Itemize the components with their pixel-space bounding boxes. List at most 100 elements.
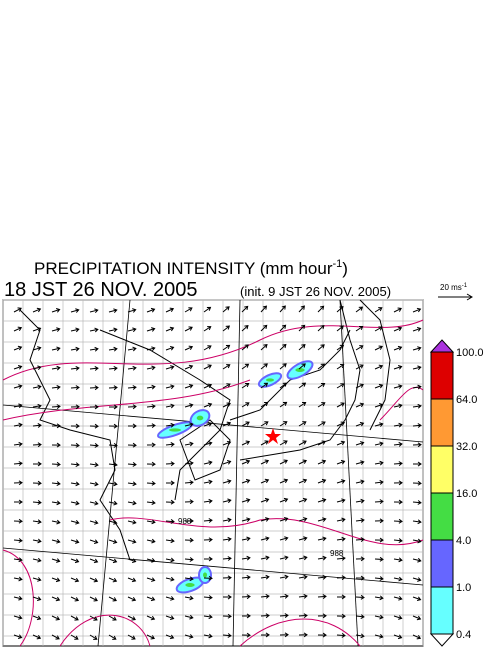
wind-arrow — [412, 384, 422, 390]
coast-path — [359, 299, 391, 431]
wind-arrow — [165, 422, 175, 428]
wind-arrow — [184, 441, 194, 447]
map: 988 988 — [2, 299, 424, 647]
contour — [109, 517, 424, 546]
pressure-contours — [2, 319, 424, 647]
title: PRECIPITATION INTENSITY (mm hour-1) — [34, 258, 348, 278]
wind-arrow — [317, 536, 327, 542]
wind-arrow — [336, 594, 346, 600]
rain-core — [295, 368, 305, 372]
wind-arrow — [108, 481, 118, 487]
wind-arrow — [412, 461, 422, 467]
wind-arrow — [51, 596, 61, 602]
colorbar-segment — [430, 351, 454, 400]
wind-arrow — [241, 402, 250, 408]
wind-arrow — [222, 556, 232, 561]
wind-arrow — [146, 384, 156, 390]
wind-arrow — [32, 326, 42, 332]
wind-arrow — [241, 575, 251, 580]
wind-arrow — [89, 385, 99, 391]
wind-arrow — [336, 440, 346, 446]
wind-arrow — [89, 520, 99, 525]
wind-arrow — [241, 555, 251, 561]
wind-arrow — [108, 596, 117, 602]
wind-arrow — [298, 517, 308, 522]
wind-arrow — [51, 442, 61, 448]
colorbar-label: 64.0 — [456, 394, 477, 406]
wind-arrow — [298, 363, 306, 370]
wind-arrow — [355, 498, 365, 504]
wind-arrow — [393, 441, 403, 447]
wind-arrow — [32, 596, 42, 601]
wind-arrow — [184, 422, 194, 428]
wind-arrow — [393, 557, 403, 563]
wind-arrow — [241, 363, 250, 370]
wind-arrow — [184, 634, 194, 639]
wind-arrow — [241, 383, 250, 389]
wind-arrow — [13, 384, 23, 389]
wind-arrow — [336, 421, 346, 427]
wind-arrow — [89, 346, 99, 352]
wind-arrow — [412, 596, 422, 602]
wind-arrow — [127, 481, 137, 487]
wind-arrow — [393, 634, 403, 640]
wind-arrow — [32, 538, 42, 544]
wind-arrow — [336, 383, 345, 389]
wind-arrow — [70, 500, 80, 506]
wind-arrow — [393, 307, 402, 313]
wind-arrow — [317, 459, 327, 465]
wind-arrow — [184, 345, 194, 351]
wind-arrow — [165, 461, 175, 467]
wind-arrow — [13, 307, 22, 313]
wind-arrow — [260, 555, 270, 561]
wind-arrow — [317, 632, 327, 638]
wind-arrow — [222, 364, 231, 370]
wind-arrow — [13, 595, 23, 601]
wind-arrow — [203, 326, 212, 332]
wind-arrow — [298, 459, 307, 465]
wind-arrow — [70, 577, 80, 583]
wind-arrow — [165, 615, 175, 620]
wind-arrow — [89, 634, 98, 640]
wind-arrow — [355, 306, 364, 313]
wind-arrow — [317, 363, 326, 370]
wind-arrow — [412, 538, 422, 544]
wind-arrow — [165, 307, 175, 313]
wind-arrow — [146, 519, 156, 525]
wind-arrow — [393, 518, 403, 524]
wind-arrow — [70, 346, 80, 352]
wind-arrow — [355, 517, 365, 523]
wind-arrow — [13, 538, 23, 543]
wind-arrow — [298, 478, 308, 484]
wind-arrow — [355, 421, 365, 427]
colorbar-segment — [430, 492, 454, 541]
wind-arrow — [165, 557, 175, 563]
wind-arrow — [127, 634, 136, 640]
wind-arrow — [70, 596, 80, 602]
wind-arrow — [298, 440, 307, 446]
wind-arrow — [89, 327, 99, 333]
wind-arrow — [260, 632, 270, 638]
wind-arrow — [127, 308, 137, 313]
wind-arrow — [165, 538, 175, 544]
wind-arrow — [127, 539, 137, 544]
wind-arrow — [260, 382, 269, 389]
wind-arrow — [298, 593, 308, 599]
wind-arrow — [127, 577, 137, 583]
wind-arrow — [260, 594, 270, 599]
title-close: ) — [342, 259, 348, 278]
wind-arrow — [412, 557, 422, 563]
wind-arrow — [279, 459, 288, 465]
wind-arrow — [374, 479, 384, 485]
wind-arrow — [222, 517, 232, 523]
wind-arrow — [184, 595, 194, 601]
wind-arrow — [70, 462, 80, 467]
contour-label: 988 — [178, 517, 192, 526]
wind-arrow — [222, 498, 232, 504]
wind-arrow — [13, 403, 23, 409]
wind-arrow — [70, 308, 80, 313]
wind-arrow — [165, 480, 175, 486]
wind-arrow — [13, 499, 23, 505]
wind-arrow — [13, 634, 23, 640]
wind-arrow — [393, 595, 403, 601]
